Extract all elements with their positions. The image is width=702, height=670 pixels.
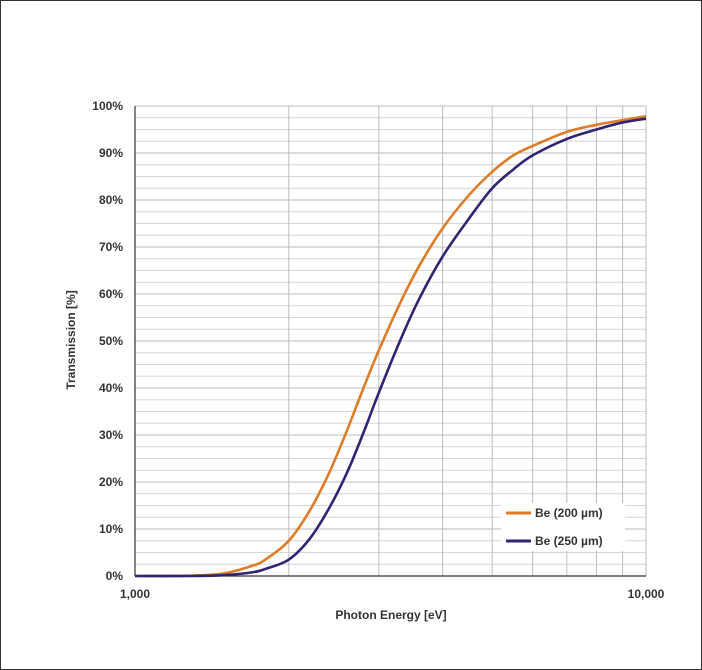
y-tick-label: 0% [106, 569, 124, 583]
y-tick-labels: 0% 10% 20% 30% 40% 50% 60% 70% 80% 90% 100% [92, 99, 123, 583]
series-line-be-200 [134, 115, 647, 578]
y-tick-label: 50% [99, 334, 123, 348]
y-tick-label: 10% [99, 522, 123, 536]
x-tick-label: 1,000 [120, 587, 150, 601]
y-tick-label: 60% [99, 287, 123, 301]
y-tick-label: 100% [92, 99, 123, 113]
y-axis-title: Transmission [%] [64, 290, 78, 389]
series-line-be-250 [134, 117, 647, 578]
legend: Be (200 µm) Be (250 µm) [501, 503, 625, 551]
y-tick-label: 80% [99, 193, 123, 207]
legend-label-be-200: Be (200 µm) [535, 506, 603, 520]
series-lines [134, 115, 647, 578]
x-tick-label: 10,000 [628, 587, 665, 601]
y-tick-label: 30% [99, 428, 123, 442]
x-tick-labels: 1,000 10,000 [120, 587, 665, 601]
y-tick-label: 90% [99, 146, 123, 160]
major-gridlines [135, 106, 646, 576]
axes [134, 105, 647, 577]
y-tick-label: 40% [99, 381, 123, 395]
x-axis-title: Photon Energy [eV] [335, 608, 446, 622]
legend-label-be-250: Be (250 µm) [535, 534, 603, 548]
legend-box [501, 503, 625, 551]
y-tick-label: 70% [99, 240, 123, 254]
y-tick-label: 20% [99, 475, 123, 489]
